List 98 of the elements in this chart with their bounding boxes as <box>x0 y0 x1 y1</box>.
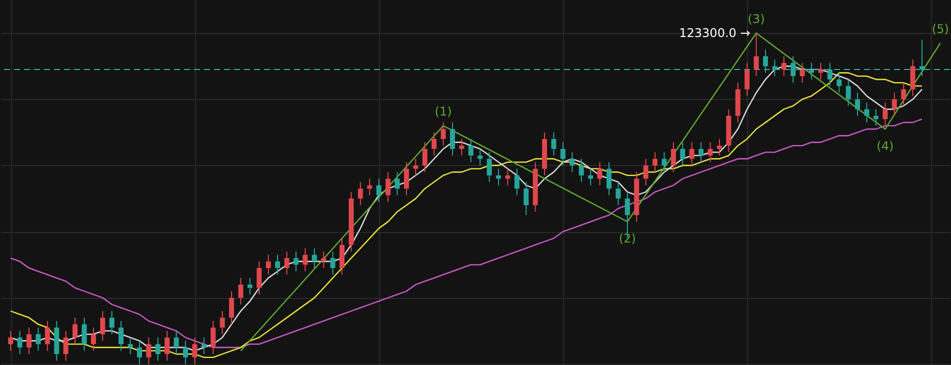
candlestick <box>394 172 400 196</box>
candlestick <box>486 152 492 182</box>
candlestick <box>109 310 114 335</box>
candlestick <box>716 138 722 156</box>
candlestick <box>376 178 382 202</box>
candlestick <box>478 148 483 166</box>
text: (3) <box>748 12 765 26</box>
candlestick <box>643 158 648 186</box>
candlestick <box>524 182 529 216</box>
candlestick <box>855 92 860 116</box>
candlestick <box>422 142 428 173</box>
candlestick <box>118 320 124 352</box>
annotation: (2) <box>618 232 636 246</box>
candlestick <box>744 62 750 96</box>
candlestick <box>800 62 805 84</box>
candlestick <box>164 330 170 362</box>
candlestick <box>588 168 594 186</box>
candlestick <box>505 168 510 186</box>
candlestick <box>809 62 814 80</box>
candlestick <box>404 162 409 196</box>
candlestick <box>312 248 317 269</box>
candlestick <box>44 320 50 352</box>
candlestick <box>210 320 216 355</box>
candlestick <box>551 132 556 156</box>
candlestick <box>597 162 602 186</box>
candlestick <box>330 250 336 276</box>
candlestick <box>781 56 786 77</box>
candlestick <box>82 317 87 352</box>
candlestick <box>846 78 851 106</box>
candlestick <box>367 178 372 196</box>
candlestick <box>698 142 704 163</box>
candlestick <box>468 138 474 163</box>
candlestick <box>616 182 621 206</box>
candlestick <box>680 142 686 166</box>
candlestick <box>882 102 888 126</box>
candlestick <box>256 260 262 296</box>
candlestick <box>670 142 676 173</box>
candlestick <box>238 277 244 305</box>
candlestick <box>606 162 612 196</box>
candlestick <box>514 168 520 196</box>
candlestick <box>910 59 916 96</box>
candlestick <box>818 62 824 80</box>
candlestick <box>90 327 96 352</box>
candlestick <box>892 92 897 116</box>
candlestick <box>570 152 575 173</box>
candlestick <box>266 254 271 276</box>
candlestick <box>652 152 658 173</box>
candlestick <box>128 337 133 355</box>
candlestick <box>827 62 832 87</box>
candlestick <box>450 122 455 156</box>
candlestick <box>26 327 32 355</box>
annotation: (5) <box>932 22 949 36</box>
candlestick <box>247 277 252 296</box>
candlestick <box>386 172 391 202</box>
candlestick <box>919 39 924 77</box>
candlestick <box>708 142 713 163</box>
candlestick <box>275 254 280 276</box>
candlestick <box>358 182 363 206</box>
candlestick <box>293 250 298 272</box>
candlestick <box>284 250 290 276</box>
candlestick <box>413 158 418 176</box>
annotation: (1) <box>434 104 452 119</box>
candlestick <box>873 108 878 126</box>
candlestick <box>440 122 446 146</box>
candlestick <box>578 158 584 182</box>
annotation: (4) <box>876 139 894 154</box>
candlestick <box>836 72 842 94</box>
candlestick <box>63 330 68 362</box>
candlestick <box>146 337 152 364</box>
candlestick <box>183 340 188 364</box>
candlestick <box>754 32 759 77</box>
candlestick <box>155 337 160 362</box>
annotation: 123300.0 → <box>679 26 750 40</box>
candlestick <box>762 49 768 74</box>
candlestick <box>772 59 778 77</box>
candlestick <box>340 238 345 276</box>
candlestick <box>662 152 667 173</box>
candlestick <box>136 340 142 364</box>
candlestick <box>302 248 308 272</box>
candlestick <box>17 330 22 355</box>
candlestick <box>321 250 326 269</box>
candlestick <box>72 317 78 345</box>
candlestick <box>432 132 437 156</box>
candlestick <box>689 142 694 166</box>
candlestick <box>560 142 566 166</box>
candlestick <box>901 82 906 106</box>
candlestick <box>459 138 464 156</box>
candlestick <box>220 310 225 335</box>
candlestick <box>174 330 179 355</box>
candlestick <box>790 56 796 84</box>
candlestick <box>100 310 106 342</box>
candlestick <box>229 290 234 325</box>
candlestick <box>36 327 41 352</box>
candlestick <box>201 337 206 355</box>
candlestick <box>864 102 870 123</box>
candlestick <box>8 330 14 352</box>
candlestick <box>192 337 198 364</box>
candlestick <box>496 168 502 186</box>
